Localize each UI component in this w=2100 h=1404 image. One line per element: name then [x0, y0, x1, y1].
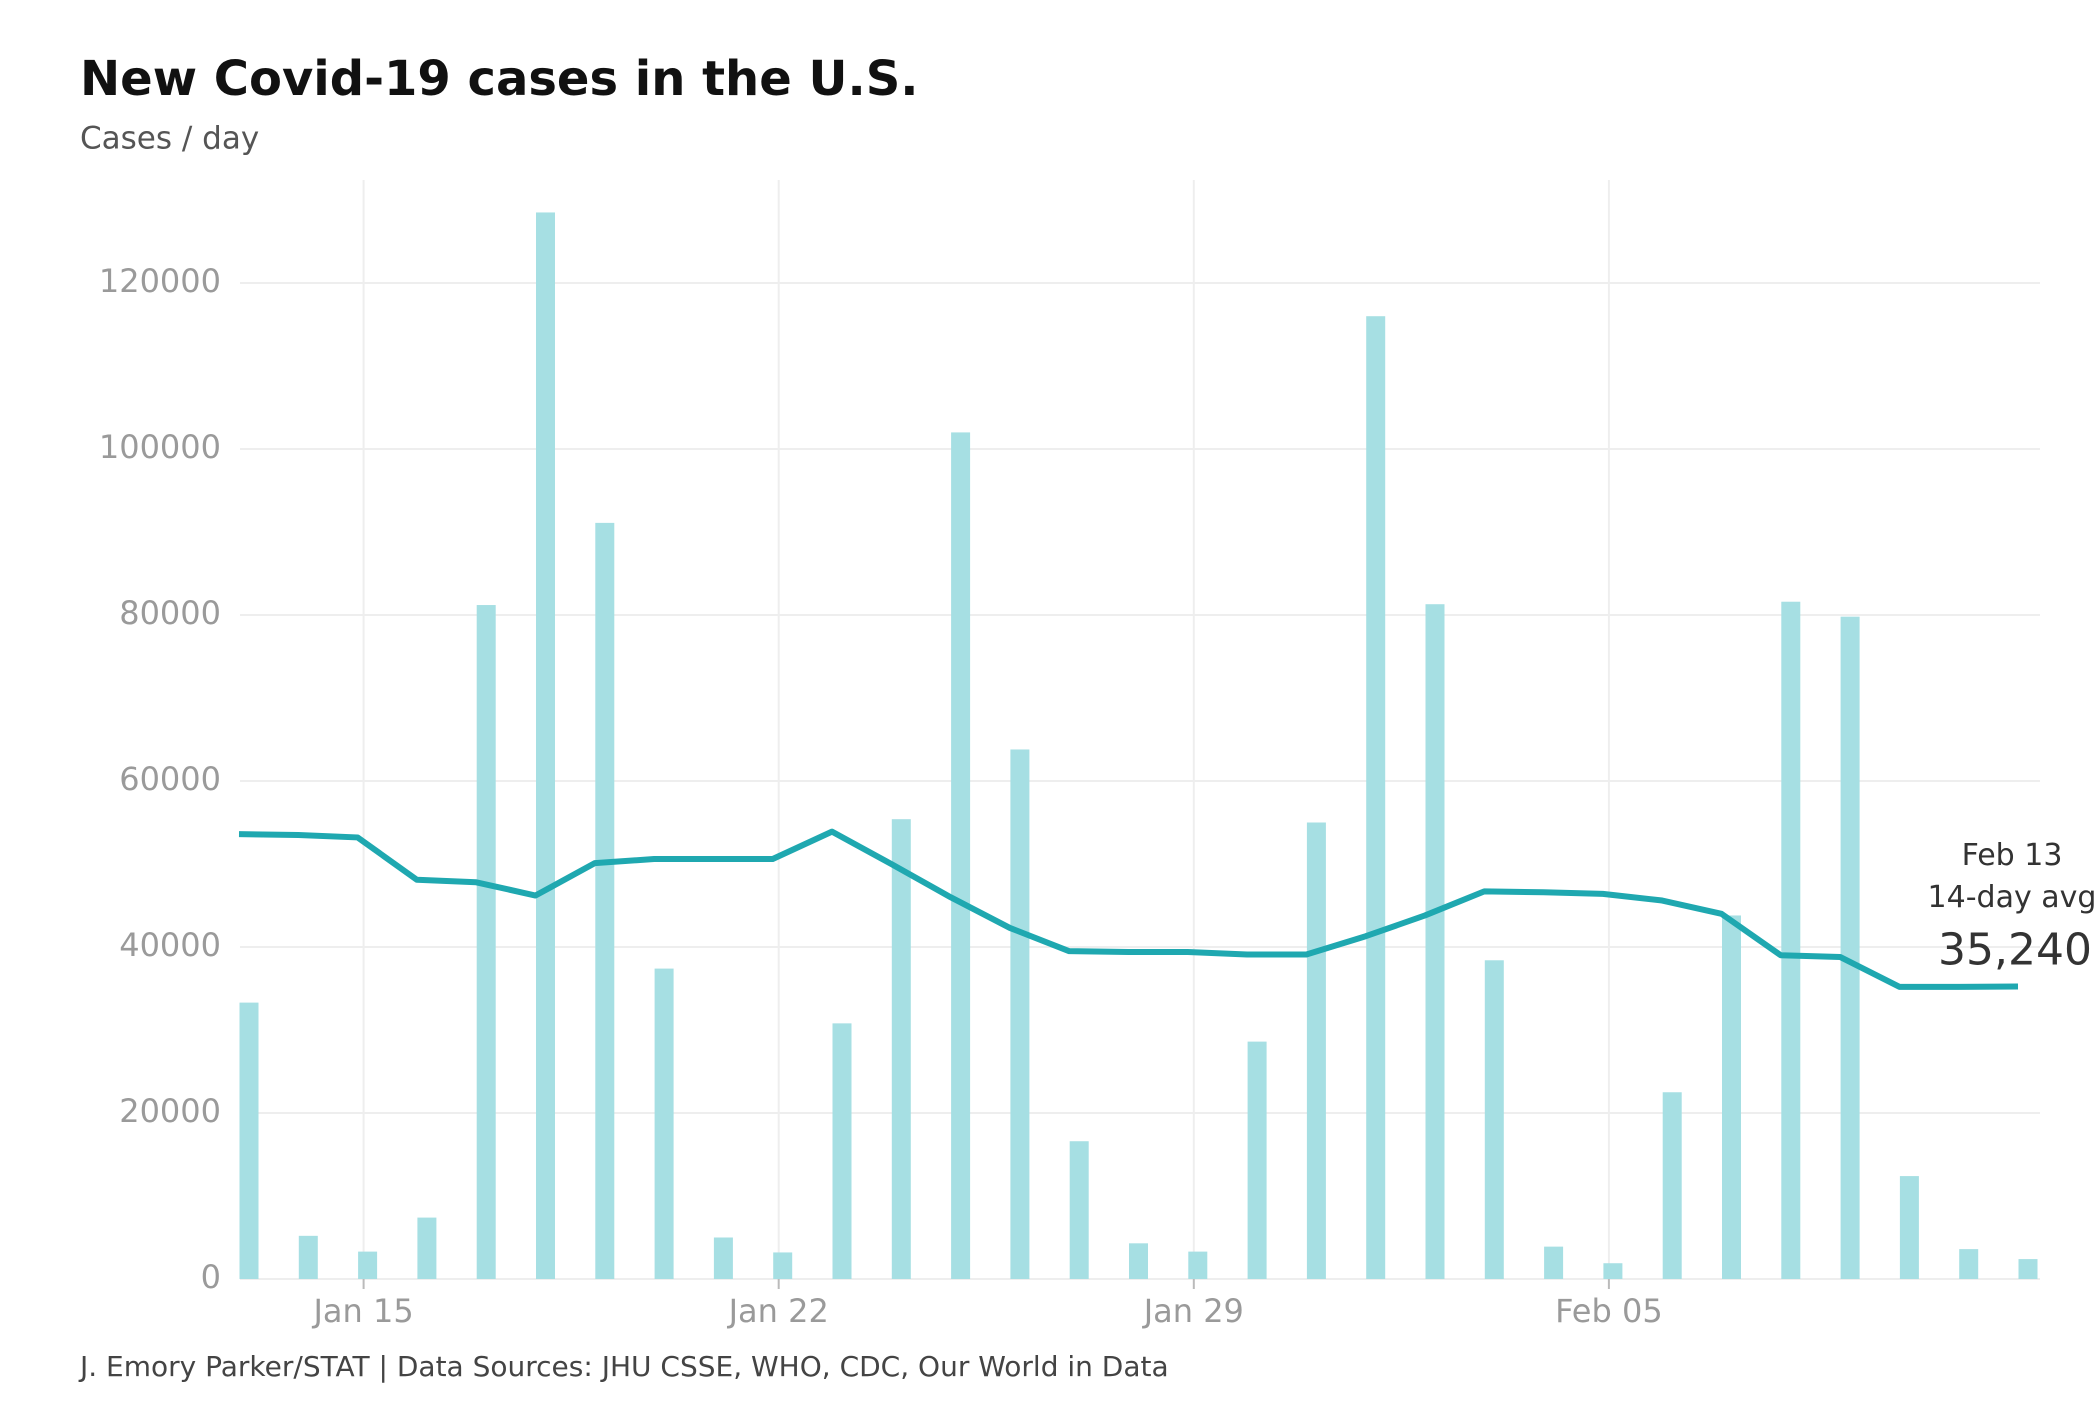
line	[238, 828, 2019, 990]
bar	[1959, 1249, 1979, 1279]
y-tick-label: 40000	[119, 926, 221, 964]
y-tick-label: 20000	[119, 1092, 221, 1130]
annotation: 14-day avg	[1928, 880, 2097, 915]
value-label: 35,240	[1938, 925, 2092, 976]
bar	[713, 1237, 733, 1279]
bar	[1069, 1141, 1089, 1279]
y-tick-label: 120000	[99, 262, 221, 300]
x-tick-label: Jan 22	[727, 1292, 829, 1330]
bar	[1188, 1251, 1208, 1279]
bar	[1010, 749, 1030, 1279]
bar	[1484, 960, 1504, 1279]
bar	[1129, 1243, 1148, 1279]
bar	[1781, 601, 1801, 1279]
bar	[891, 819, 911, 1279]
bar	[476, 605, 496, 1279]
x-tick-label: Jan 29	[1142, 1292, 1244, 1330]
bar	[1840, 616, 1860, 1279]
bar	[773, 1252, 793, 1279]
bar	[536, 212, 555, 1280]
bar	[1544, 1246, 1564, 1279]
bar	[1425, 604, 1445, 1279]
bar	[1366, 316, 1386, 1279]
y-tick-label: 80000	[119, 594, 221, 632]
source-note: J. Emory Parker/STAT | Data Sources: JHU…	[78, 1350, 1169, 1383]
x-tick-label: Jan 15	[311, 1292, 413, 1330]
bar	[1722, 915, 1741, 1279]
x-tick-label: Feb 05	[1555, 1292, 1663, 1330]
bar	[832, 1023, 852, 1279]
bar	[358, 1251, 378, 1279]
y-tick-label: 60000	[119, 760, 221, 798]
annotation: Feb 13	[1962, 838, 2063, 873]
bar	[1662, 1092, 1682, 1279]
bar	[239, 1002, 259, 1279]
bar	[417, 1217, 437, 1279]
chart-subtitle: Cases / day	[80, 121, 259, 157]
bar	[1247, 1041, 1267, 1279]
bar	[298, 1235, 318, 1279]
bar	[2018, 1259, 2038, 1279]
bar	[1899, 1176, 1919, 1279]
bar	[1306, 822, 1326, 1279]
bar	[1603, 1263, 1623, 1279]
chart-title: New Covid-19 cases in the U.S.	[80, 51, 919, 107]
bar	[595, 522, 615, 1279]
y-tick-label: 100000	[99, 428, 221, 466]
bar	[654, 968, 674, 1279]
y-tick-label: 0	[201, 1258, 221, 1296]
bar	[951, 432, 971, 1279]
